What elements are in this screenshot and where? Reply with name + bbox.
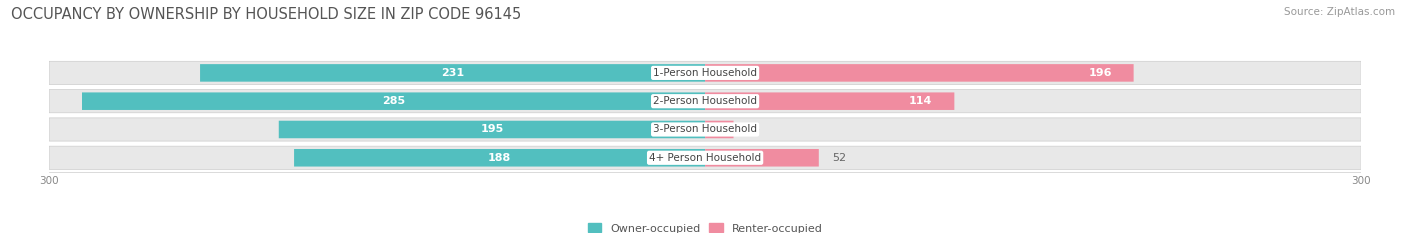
FancyBboxPatch shape [82, 93, 706, 110]
Text: 3-Person Household: 3-Person Household [654, 124, 756, 134]
FancyBboxPatch shape [49, 61, 1361, 85]
Legend: Owner-occupied, Renter-occupied: Owner-occupied, Renter-occupied [583, 219, 827, 233]
Text: 2-Person Household: 2-Person Household [654, 96, 756, 106]
Text: 4+ Person Household: 4+ Person Household [650, 153, 761, 163]
Text: 195: 195 [481, 124, 503, 134]
Text: OCCUPANCY BY OWNERSHIP BY HOUSEHOLD SIZE IN ZIP CODE 96145: OCCUPANCY BY OWNERSHIP BY HOUSEHOLD SIZE… [11, 7, 522, 22]
FancyBboxPatch shape [294, 149, 706, 167]
FancyBboxPatch shape [706, 93, 955, 110]
Text: 114: 114 [910, 96, 932, 106]
FancyBboxPatch shape [49, 146, 1361, 169]
Text: 13: 13 [747, 124, 761, 134]
Text: 285: 285 [382, 96, 405, 106]
FancyBboxPatch shape [200, 64, 706, 82]
FancyBboxPatch shape [278, 121, 706, 138]
FancyBboxPatch shape [49, 118, 1361, 141]
FancyBboxPatch shape [706, 64, 1133, 82]
Text: 1-Person Household: 1-Person Household [654, 68, 756, 78]
Text: 196: 196 [1088, 68, 1112, 78]
FancyBboxPatch shape [49, 90, 1361, 113]
Text: 52: 52 [832, 153, 846, 163]
Text: 188: 188 [488, 153, 512, 163]
FancyBboxPatch shape [706, 149, 818, 167]
Text: 231: 231 [441, 68, 464, 78]
Text: Source: ZipAtlas.com: Source: ZipAtlas.com [1284, 7, 1395, 17]
FancyBboxPatch shape [706, 121, 734, 138]
